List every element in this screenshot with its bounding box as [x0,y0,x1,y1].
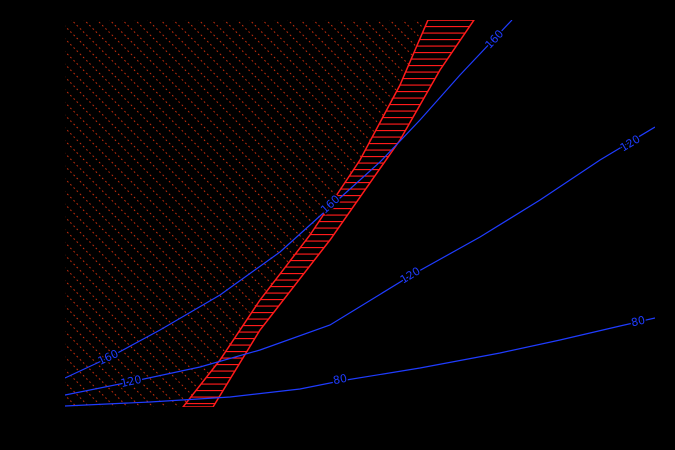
contour-lines [65,20,655,407]
contour-label: 80 [630,314,647,330]
contour-160-line [65,20,513,379]
contour-label: 80 [332,372,348,387]
dotted-hatch-region [65,20,428,407]
hatched-band-region [182,20,475,407]
contour-80-line [65,317,655,407]
contour-label: 120 [119,373,142,390]
contour-120-line [65,126,655,396]
